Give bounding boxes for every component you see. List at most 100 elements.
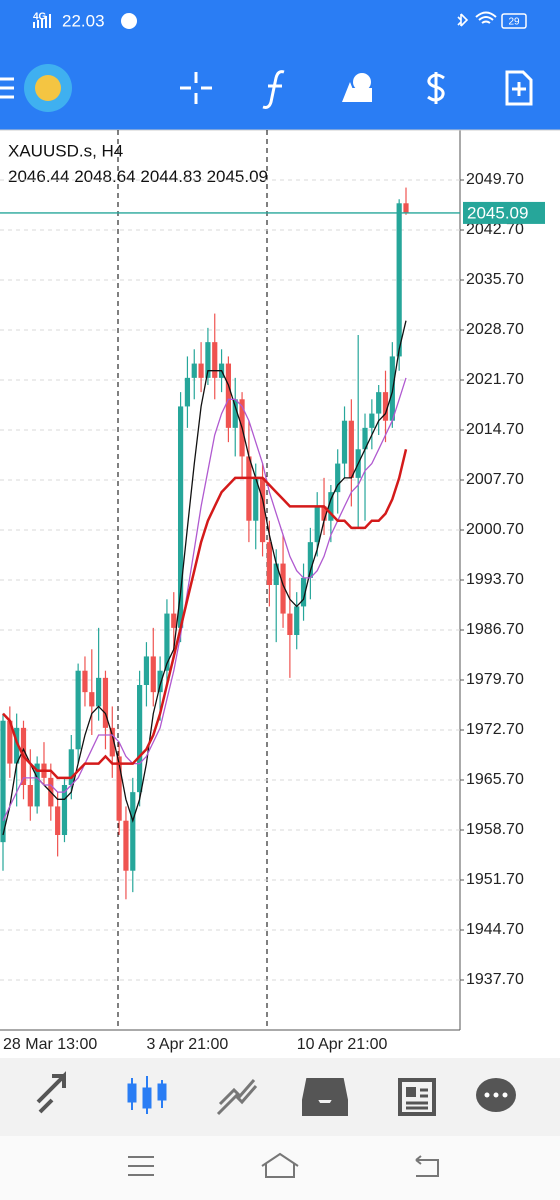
candle-body bbox=[150, 656, 156, 693]
recents-button[interactable] bbox=[128, 1156, 154, 1176]
system-nav bbox=[0, 1136, 560, 1200]
ohlc-open: 2046.44 bbox=[8, 167, 69, 186]
messages-tab[interactable] bbox=[476, 1078, 516, 1112]
candle-body bbox=[376, 392, 382, 414]
y-tick-label: 2014.70 bbox=[466, 421, 524, 438]
trade-tab[interactable] bbox=[216, 1079, 258, 1116]
app-bar bbox=[0, 0, 560, 130]
candle-body bbox=[369, 413, 375, 428]
x-tick-label: 28 Mar 13:00 bbox=[3, 1036, 97, 1053]
y-tick-label: 1937.70 bbox=[466, 971, 524, 988]
y-tick-label: 2042.70 bbox=[466, 221, 524, 238]
y-tick-label: 2028.70 bbox=[466, 321, 524, 338]
candle-body bbox=[184, 377, 191, 407]
candle-body bbox=[14, 727, 20, 764]
signal-icon bbox=[33, 14, 51, 28]
candle-body bbox=[177, 406, 184, 628]
candle-body bbox=[335, 463, 341, 493]
candle-body bbox=[205, 342, 211, 378]
candle-body bbox=[157, 670, 163, 693]
price-label: 2045.09 bbox=[467, 203, 528, 222]
candle-body bbox=[27, 785, 33, 807]
candle-body bbox=[137, 685, 143, 793]
candle-body bbox=[61, 785, 68, 835]
candle-body bbox=[225, 363, 232, 428]
y-tick-label: 2049.70 bbox=[466, 171, 524, 188]
candle-body bbox=[280, 563, 286, 614]
quotes-tab[interactable] bbox=[36, 1071, 66, 1114]
candle-body bbox=[68, 749, 74, 785]
plot-area bbox=[0, 179, 460, 981]
network: 4G bbox=[33, 12, 47, 23]
symbol-title: XAUUSD.s, H4 bbox=[8, 141, 123, 160]
candle-body bbox=[246, 456, 252, 521]
candle-body bbox=[143, 656, 150, 685]
y-tick-label: 1951.70 bbox=[466, 871, 524, 888]
candle-body bbox=[321, 506, 327, 521]
y-tick-label: 1958.70 bbox=[466, 821, 524, 838]
wifi-icon bbox=[475, 11, 497, 24]
battery-level: 29 bbox=[508, 17, 520, 28]
candle-body bbox=[102, 677, 109, 728]
ohlc-low: 2044.83 bbox=[140, 167, 201, 186]
candle-body bbox=[362, 427, 368, 450]
y-tick-label: 2035.70 bbox=[466, 271, 524, 288]
objects-button[interactable] bbox=[342, 73, 372, 102]
menu-button[interactable] bbox=[0, 77, 14, 99]
candle-body bbox=[273, 563, 279, 585]
candle-body bbox=[191, 363, 197, 378]
candle-body bbox=[82, 670, 88, 693]
moving-average bbox=[2, 449, 408, 780]
candle-body bbox=[55, 806, 61, 835]
tab-bar bbox=[0, 1058, 560, 1136]
y-tick-label: 2021.70 bbox=[466, 371, 524, 388]
candle-body bbox=[287, 613, 293, 635]
candle-body bbox=[7, 720, 13, 764]
y-tick-label: 1979.70 bbox=[466, 671, 524, 688]
candle-body bbox=[171, 613, 177, 628]
candle-body bbox=[75, 670, 81, 750]
candle-body bbox=[89, 692, 95, 707]
chart-tab[interactable] bbox=[127, 1076, 167, 1114]
moving-average bbox=[2, 320, 407, 836]
moving-average bbox=[2, 377, 407, 821]
candle-body bbox=[266, 542, 272, 585]
history-tab[interactable] bbox=[302, 1078, 348, 1116]
price-label-bg bbox=[463, 201, 545, 224]
x-tick-label: 10 Apr 21:00 bbox=[297, 1036, 388, 1053]
clock: 22.03 bbox=[62, 11, 105, 30]
candle-body bbox=[198, 363, 204, 378]
y-tick-label: 1986.70 bbox=[466, 621, 524, 638]
trade-button[interactable] bbox=[427, 72, 445, 104]
candle-body bbox=[130, 792, 136, 871]
ohlc-info: 2046.44 2048.64 2044.83 2045.09 bbox=[8, 167, 268, 186]
candle-body bbox=[0, 720, 6, 843]
y-tick-label: 2000.70 bbox=[466, 521, 524, 538]
candle-body bbox=[164, 613, 170, 671]
candle-body bbox=[123, 820, 129, 871]
candle-body bbox=[232, 399, 238, 428]
x-tick-label: 3 Apr 21:00 bbox=[146, 1036, 228, 1053]
candle-body bbox=[382, 392, 389, 421]
indicators-button[interactable] bbox=[262, 70, 285, 109]
candle-body bbox=[109, 727, 115, 757]
candle-body bbox=[34, 763, 40, 807]
back-button[interactable] bbox=[415, 1155, 439, 1177]
battery-icon bbox=[501, 13, 527, 29]
home-button[interactable] bbox=[261, 1152, 299, 1178]
app-icon bbox=[121, 13, 137, 29]
ohlc-close: 2045.09 bbox=[207, 167, 268, 186]
candle-body bbox=[96, 677, 102, 707]
crosshair-button[interactable] bbox=[180, 72, 212, 104]
news-tab[interactable] bbox=[398, 1078, 436, 1116]
candle-body bbox=[259, 477, 266, 543]
y-tick-label: 1944.70 bbox=[466, 921, 524, 938]
candle-body bbox=[294, 606, 300, 635]
candle-body bbox=[307, 542, 313, 578]
new-order-button[interactable] bbox=[505, 70, 533, 106]
candle-body bbox=[212, 342, 218, 378]
candle-body bbox=[300, 577, 307, 607]
y-tick-label: 1993.70 bbox=[466, 571, 524, 588]
